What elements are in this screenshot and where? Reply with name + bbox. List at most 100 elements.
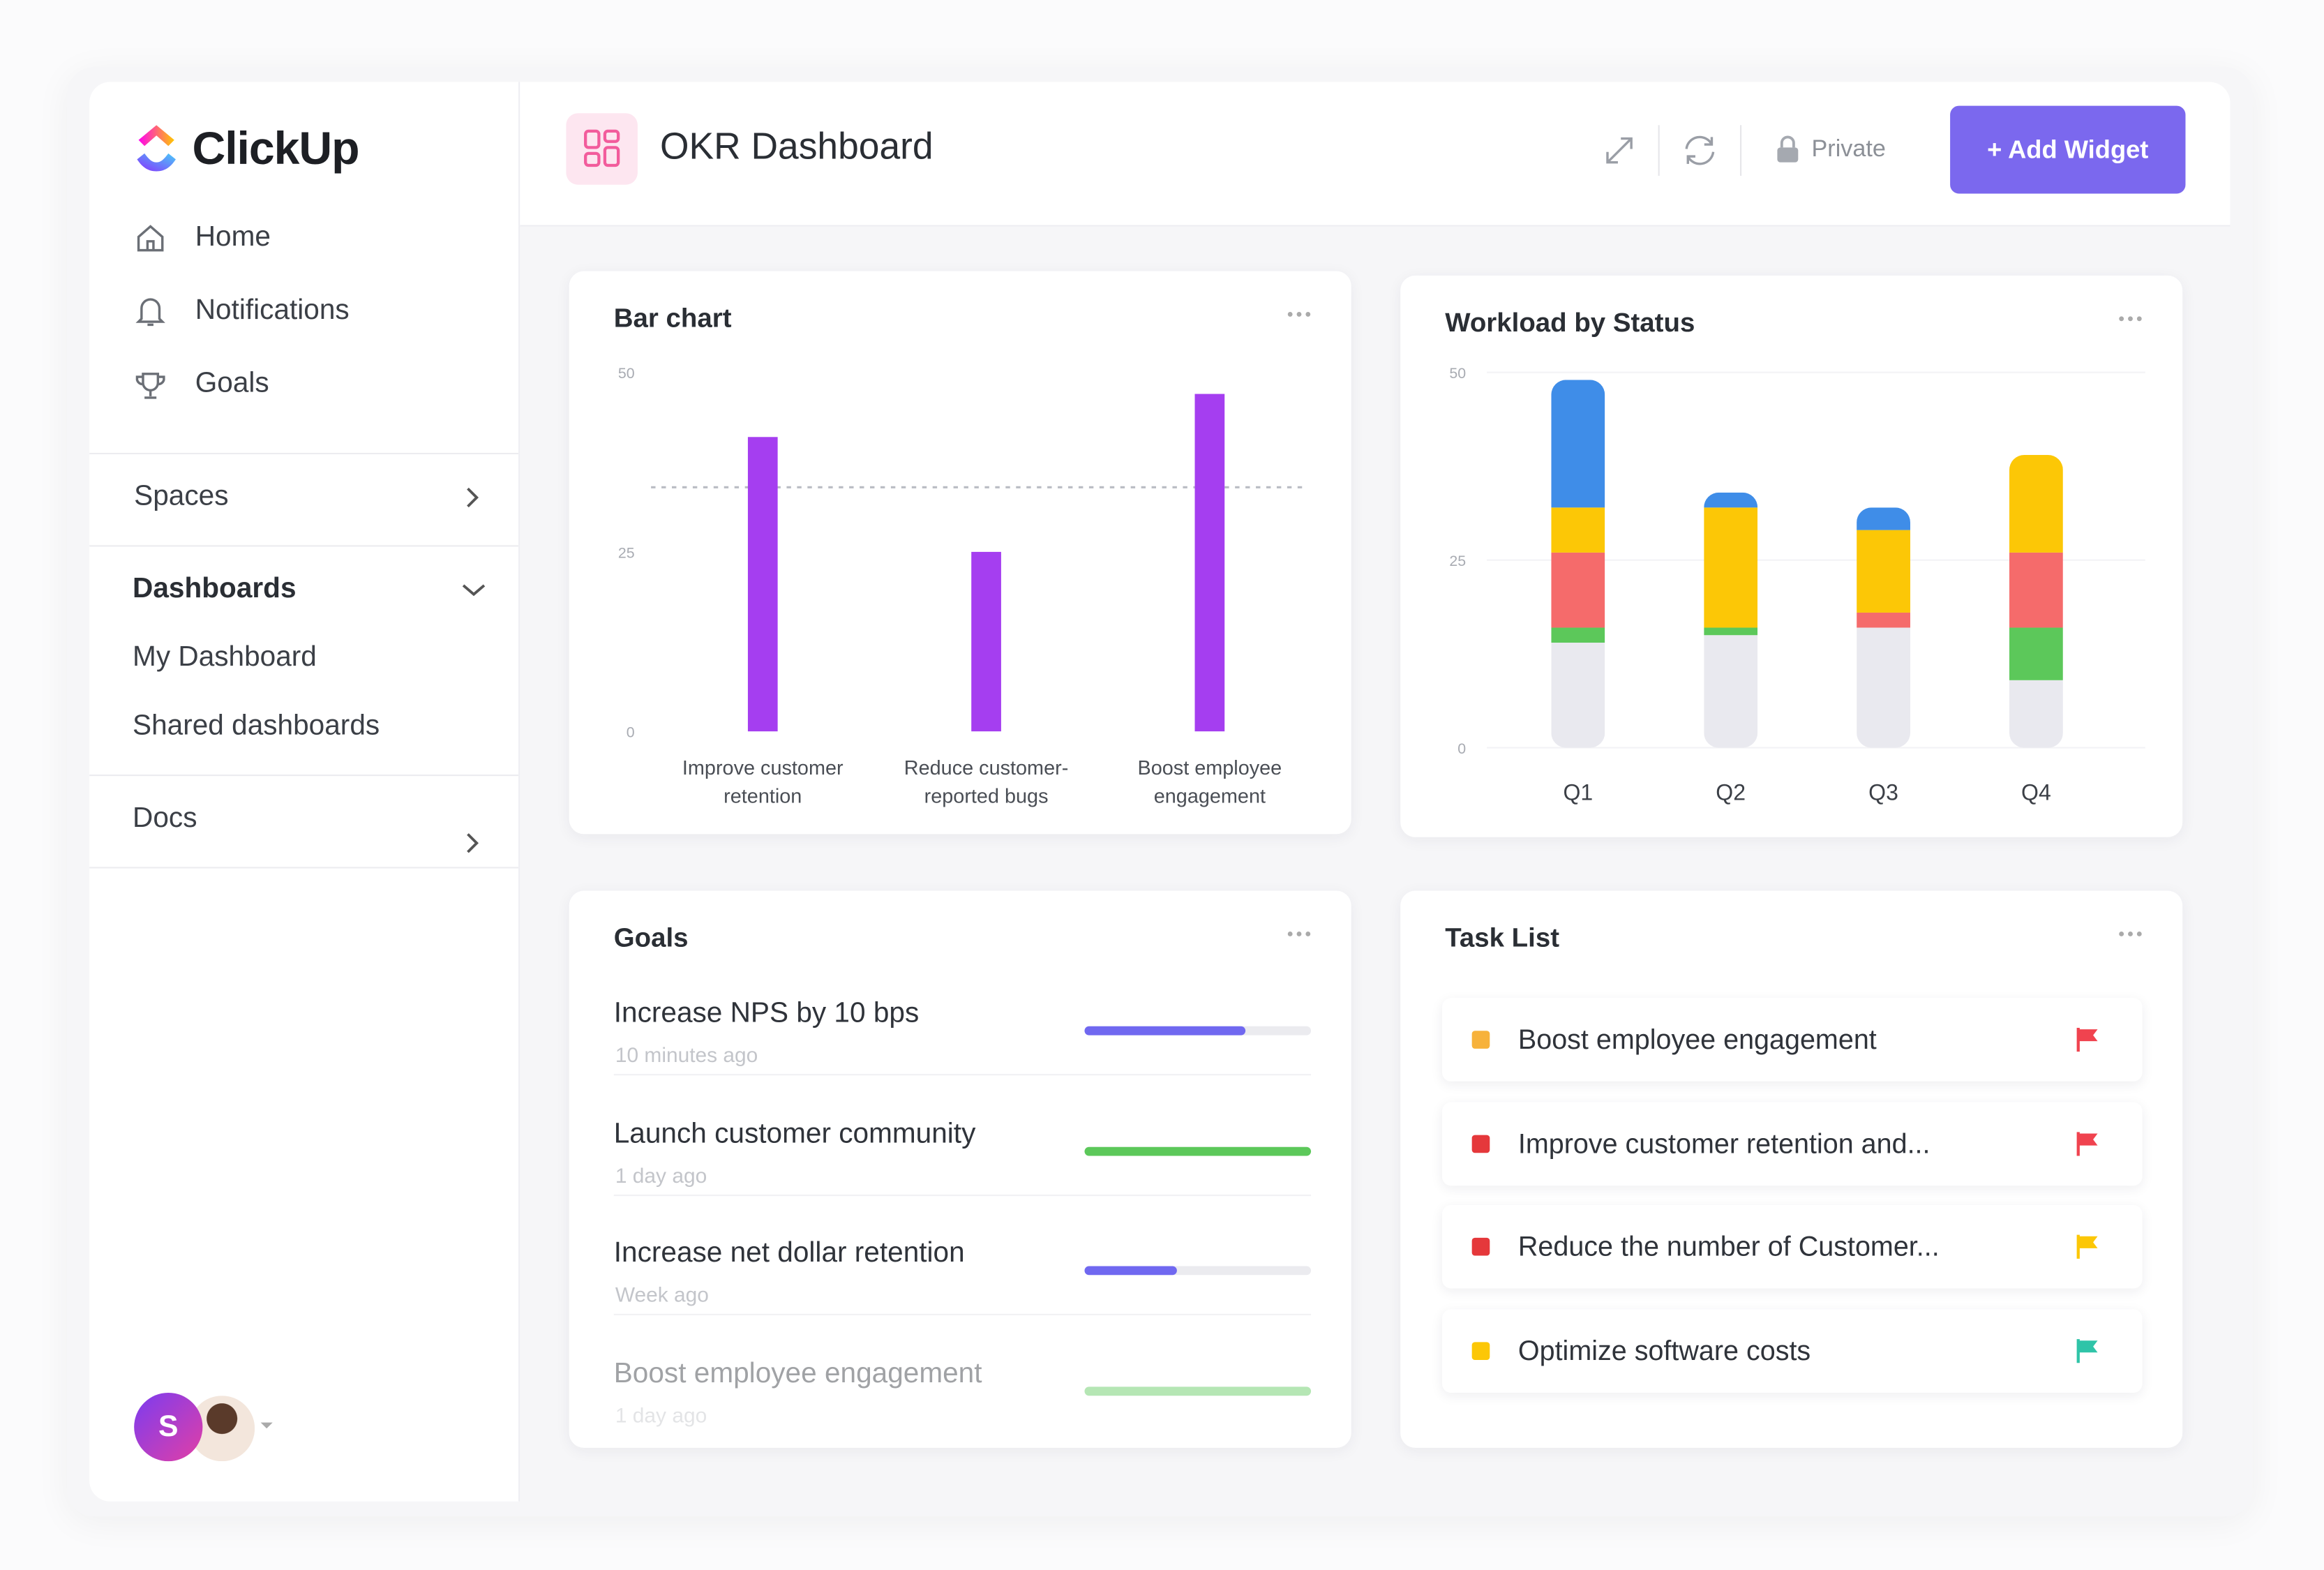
y-tick-label: 50 [1449, 365, 1466, 382]
more-menu[interactable] [1286, 929, 1312, 939]
nav-item[interactable]: Home [195, 222, 271, 253]
task-row[interactable] [1441, 1102, 2143, 1186]
progress-track [1084, 1146, 1312, 1156]
task-row[interactable] [1441, 1309, 2143, 1393]
x-tick-label: Q2 [1716, 779, 1746, 805]
flag [2075, 1130, 2099, 1157]
stack [1704, 492, 1758, 748]
bar-segment [1857, 627, 1910, 748]
progress-track [1084, 1266, 1312, 1276]
goal-name: Boost employee engagement [613, 1357, 982, 1389]
more-menu[interactable] [2117, 314, 2143, 323]
progress-fill [1084, 1026, 1245, 1036]
card-title: Workload by Status [1445, 307, 1695, 338]
status-square [1471, 1031, 1490, 1049]
add-widget-button[interactable]: + Add Widget [1950, 105, 2186, 194]
task-row[interactable] [1441, 1205, 2143, 1289]
divider [613, 1313, 1312, 1315]
bar-segment [1857, 530, 1910, 613]
task-list-card: Task List Boost employee engagement Impro… [1400, 890, 2183, 1448]
bar-segment [1551, 507, 1605, 553]
bar-segment [2009, 552, 2063, 628]
avatar-initial: S [158, 1410, 179, 1443]
header [520, 82, 2231, 227]
divider [613, 1074, 1312, 1076]
progress-fill [1084, 1386, 1312, 1396]
expand-icon[interactable] [1603, 134, 1636, 167]
bar-segment [1857, 507, 1910, 530]
bar-segment [2009, 455, 2063, 553]
divider [89, 775, 519, 777]
lock-icon [1777, 135, 1799, 163]
bar-segment [1551, 380, 1605, 508]
x-tick-label: Q1 [1563, 779, 1593, 805]
progress-track [1084, 1026, 1312, 1036]
goal-time: 1 day ago [615, 1162, 707, 1187]
x-tick-label: Boost employee engagement [1137, 756, 1282, 808]
sub-link[interactable]: My Dashboard [133, 642, 317, 673]
section-link[interactable]: Docs [133, 802, 197, 835]
separator [1740, 125, 1742, 176]
y-tick-label: 50 [618, 365, 635, 382]
chevron-down[interactable] [460, 579, 487, 600]
sub-link[interactable]: Shared dashboards [133, 710, 380, 742]
stack [2009, 455, 2063, 748]
grid-icon [584, 129, 620, 167]
flag-icon [2076, 1235, 2098, 1259]
nav-item[interactable]: Notifications [195, 294, 350, 327]
divider [613, 1193, 1312, 1196]
task-name: Optimize software costs [1517, 1334, 1811, 1366]
section-link[interactable]: Dashboards [133, 573, 297, 605]
bar [971, 551, 1001, 732]
goals-card: Goals Increase NPS by 10 bps 10 minutes a… [569, 890, 1351, 1448]
divider [89, 452, 519, 455]
bar [1194, 394, 1225, 732]
bar-segment [1551, 642, 1605, 748]
flag [2075, 1026, 2099, 1053]
bar-chart-card: Bar chart 0 25 50 Improve customer retenti… [569, 271, 1351, 835]
y-tick-label: 25 [1449, 553, 1466, 569]
status-square [1471, 1342, 1490, 1361]
divider [89, 545, 519, 547]
goal-time: Week ago [615, 1282, 709, 1307]
y-tick-label: 0 [627, 724, 635, 741]
y-tick-label: 0 [1457, 740, 1466, 757]
flag-icon [2076, 1027, 2098, 1052]
dashboard-icon [566, 113, 638, 185]
caret[interactable] [260, 1419, 274, 1431]
goal-name: Increase NPS by 10 bps [613, 998, 920, 1030]
more-menu[interactable] [1286, 310, 1312, 319]
more-menu[interactable] [2117, 929, 2143, 939]
status-square [1471, 1238, 1490, 1257]
bar-segment [2009, 627, 2063, 680]
status-square [1471, 1134, 1490, 1153]
flag [2075, 1338, 2099, 1364]
stack [1551, 380, 1605, 748]
privacy-label[interactable]: Private [1811, 137, 1886, 163]
bar-segment [1551, 552, 1605, 628]
card-title: Bar chart [613, 303, 732, 334]
goal-time: 10 minutes ago [615, 1042, 758, 1067]
logo-text: ClickUp [192, 122, 359, 174]
bar-segment [1857, 612, 1910, 628]
bell-icon [135, 298, 165, 327]
workload-card: Workload by Status 0 25 50 Q1 Q2 Q3 Q4 [1400, 275, 2183, 837]
nav-item[interactable]: Goals [195, 368, 269, 400]
refresh-icon[interactable] [1681, 133, 1720, 168]
chevron-right[interactable] [462, 486, 483, 509]
task-name: Reduce the number of Customer... [1517, 1231, 1940, 1262]
chevron-right[interactable] [462, 831, 483, 855]
progress-fill [1084, 1266, 1178, 1276]
card-title: Task List [1445, 922, 1560, 953]
x-tick-label: Reduce customer-reported bugs [904, 756, 1069, 808]
x-tick-label: Q4 [2021, 779, 2051, 805]
divider [89, 867, 519, 869]
bar-segment [2009, 680, 2063, 748]
task-row[interactable] [1441, 998, 2143, 1082]
goal-time: 1 day ago [615, 1402, 707, 1426]
user-avatar[interactable]: S [134, 1392, 203, 1462]
bar-chart: 0 25 50 [618, 365, 1307, 741]
section-link[interactable]: Spaces [134, 481, 229, 513]
